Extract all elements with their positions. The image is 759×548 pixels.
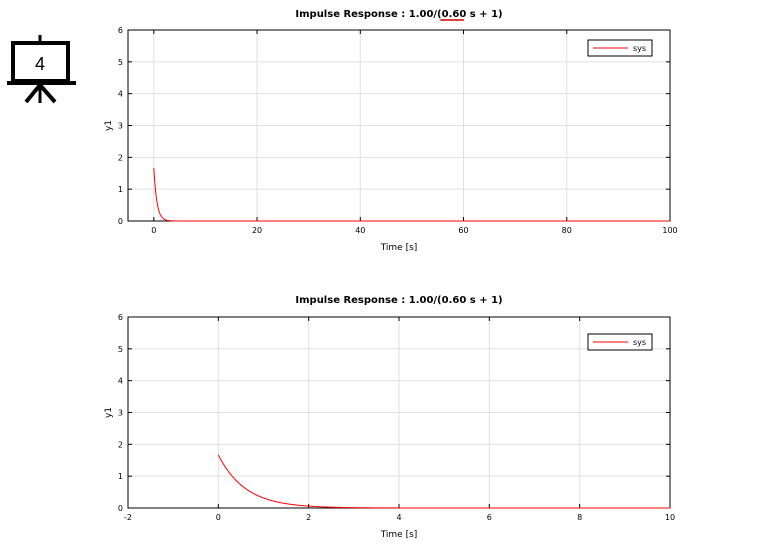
- x-tick-label: 6: [487, 513, 492, 522]
- legend-label: sys: [633, 338, 646, 347]
- x-tick-label: 80: [562, 226, 572, 235]
- y-tick-label: 4: [118, 90, 123, 99]
- y-tick-label: 2: [118, 440, 123, 449]
- x-tick-label: 4: [396, 513, 401, 522]
- y-tick-label: 0: [118, 217, 123, 226]
- y-tick-label: 3: [118, 409, 123, 418]
- x-tick-label: 20: [252, 226, 262, 235]
- series-line-sys: [217, 454, 670, 509]
- y-tick-label: 6: [118, 26, 123, 35]
- x-tick-label: 40: [355, 226, 365, 235]
- x-axis-label: Time [s]: [380, 530, 418, 540]
- series-line-sys: [153, 167, 670, 222]
- y-tick-label: 6: [118, 313, 123, 322]
- x-tick-label: 10: [665, 513, 675, 522]
- y-tick-label: 4: [118, 377, 123, 386]
- x-tick-label: 100: [662, 226, 677, 235]
- x-tick-label: 2: [306, 513, 311, 522]
- y-tick-label: 5: [118, 58, 123, 67]
- x-axis-label: Time [s]: [380, 243, 418, 253]
- x-tick-label: 0: [216, 513, 221, 522]
- y-tick-label: 2: [118, 153, 123, 162]
- x-tick-label: 60: [458, 226, 468, 235]
- x-tick-label: 0: [151, 226, 156, 235]
- y-tick-label: 1: [118, 472, 123, 481]
- legend-label: sys: [633, 44, 646, 53]
- chart-title: Impulse Response : 1.00/(0.60 s + 1): [295, 9, 502, 20]
- presentation-board-icon[interactable]: 4: [7, 35, 76, 104]
- y-tick-label: 0: [118, 504, 123, 513]
- y-axis-label: y1: [104, 407, 114, 418]
- chart-title: Impulse Response : 1.00/(0.60 s + 1): [295, 295, 502, 306]
- y-tick-label: 3: [118, 122, 123, 131]
- y-tick-label: 5: [118, 345, 123, 354]
- chart-top: 0 20 40 60 80 100 0 1 2 3 4 5 6 Impulse Response : 1.…: [104, 9, 678, 253]
- x-tick-label: 8: [577, 513, 582, 522]
- y-tick-label: 1: [118, 185, 123, 194]
- x-tick-label: -2: [124, 513, 132, 522]
- slide-number: 4: [35, 54, 45, 74]
- y-axis-label: y1: [104, 120, 114, 131]
